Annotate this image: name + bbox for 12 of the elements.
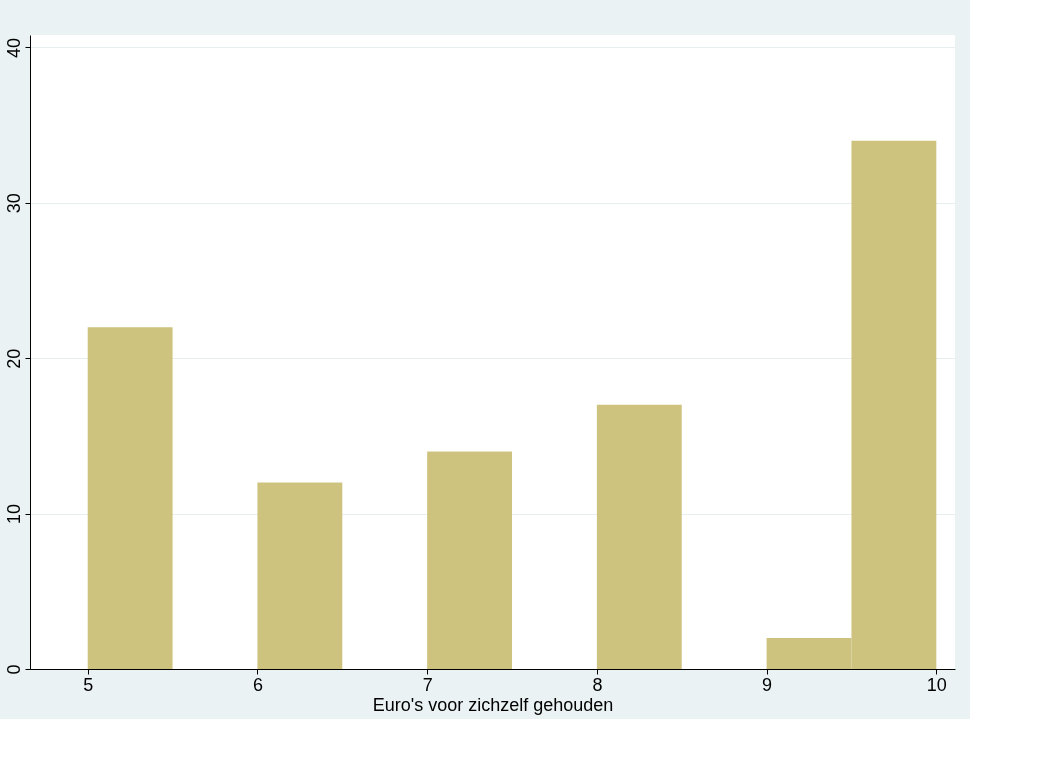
y-tick-label: 20: [3, 348, 24, 369]
x-axis-title: Euro's voor zichzelf gehouden: [372, 694, 614, 715]
y-tick-label: 10: [3, 504, 24, 525]
x-tick-label: 10: [926, 674, 947, 695]
x-tick-label: 8: [592, 674, 603, 695]
x-tick-label: 6: [252, 674, 263, 695]
x-tick-label: 7: [422, 674, 433, 695]
x-tick-label: 5: [83, 674, 94, 695]
x-tick-label: 9: [762, 674, 773, 695]
y-tick-label: 0: [3, 664, 24, 675]
y-tick-label: 40: [3, 37, 24, 58]
y-tick-label: 30: [3, 193, 24, 214]
